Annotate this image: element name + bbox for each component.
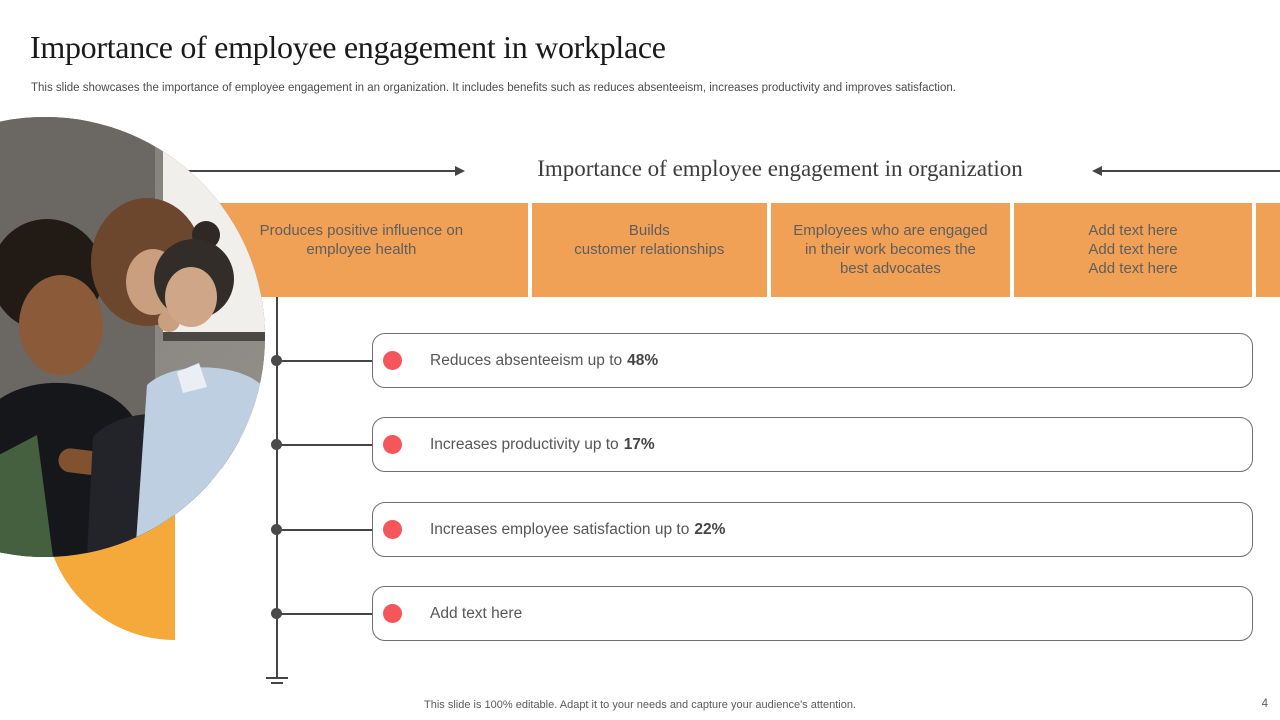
bullet-dot-icon bbox=[383, 435, 402, 454]
page-number: 4 bbox=[1261, 698, 1268, 710]
photo-illustration bbox=[0, 117, 265, 557]
benefit-text: Add text here bbox=[430, 604, 523, 622]
team-collaboration-photo bbox=[0, 117, 265, 557]
bullet-dot-icon bbox=[383, 604, 402, 623]
page-subtitle: This slide showcases the importance of e… bbox=[31, 82, 956, 94]
benefit-text: Increases employee satisfaction up to bbox=[430, 520, 690, 538]
benefit-value: 17% bbox=[623, 435, 655, 453]
benefit-categories-row: Produces positive influence on employee … bbox=[195, 203, 1280, 297]
category-box-placeholder[interactable]: Add text here Add text here Add text her… bbox=[1013, 203, 1253, 297]
connector-line bbox=[277, 444, 390, 446]
right-arrow-line bbox=[1102, 170, 1280, 172]
line-end-cap bbox=[266, 677, 288, 679]
benefit-row-satisfaction: Increases employee satisfaction up to 22… bbox=[372, 502, 1253, 557]
benefit-text: Increases productivity up to bbox=[430, 435, 619, 453]
connector-line bbox=[277, 529, 390, 531]
benefit-row-productivity: Increases productivity up to 17% bbox=[372, 417, 1253, 472]
connector-line bbox=[277, 360, 390, 362]
category-box-partial bbox=[1256, 203, 1280, 297]
branch-dot bbox=[271, 524, 282, 535]
benefit-value: 22% bbox=[694, 520, 726, 538]
category-box-customer: Builds customer relationships bbox=[531, 203, 767, 297]
benefit-row-placeholder[interactable]: Add text here bbox=[372, 586, 1253, 641]
branch-dot bbox=[271, 355, 282, 366]
branch-dot bbox=[271, 439, 282, 450]
bullet-dot-icon bbox=[383, 351, 402, 370]
category-box-advocates: Employees who are engaged in their work … bbox=[770, 203, 1010, 297]
left-pointing-arrowhead-icon bbox=[1092, 166, 1102, 176]
bullet-dot-icon bbox=[383, 520, 402, 539]
right-pointing-arrowhead-icon bbox=[455, 166, 465, 176]
benefit-value: 48% bbox=[627, 351, 659, 369]
connector-line bbox=[277, 613, 390, 615]
benefit-text: Reduces absenteeism up to bbox=[430, 351, 623, 369]
benefit-row-absenteeism: Reduces absenteeism up to 48% bbox=[372, 333, 1253, 388]
footer-note: This slide is 100% editable. Adapt it to… bbox=[424, 699, 856, 711]
page-title: Importance of employee engagement in wor… bbox=[30, 29, 666, 65]
section-heading: Importance of employee engagement in org… bbox=[537, 156, 1023, 181]
left-arrow-line bbox=[150, 170, 456, 172]
connector-vertical-line bbox=[276, 297, 278, 678]
branch-dot bbox=[271, 608, 282, 619]
line-end-cap-small bbox=[271, 682, 283, 684]
